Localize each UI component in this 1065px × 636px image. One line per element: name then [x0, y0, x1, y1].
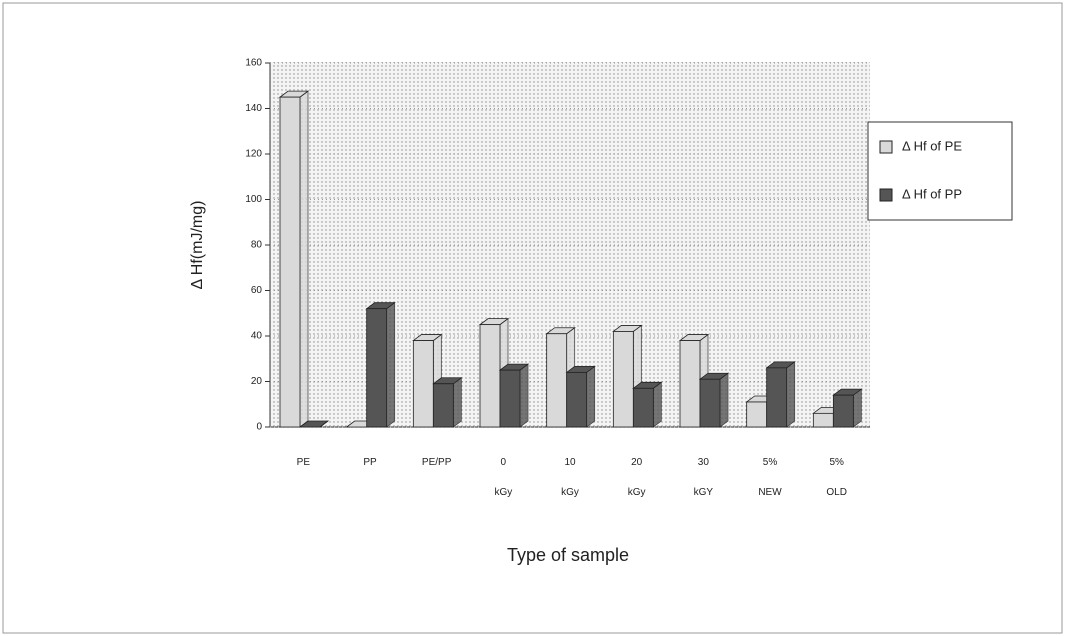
y-tick-label: 40 [251, 331, 263, 342]
bar [613, 331, 633, 427]
legend-swatch [880, 141, 892, 153]
y-tick-label: 20 [251, 376, 263, 387]
bar-side [853, 389, 861, 427]
bar [680, 341, 700, 427]
bar-side [720, 373, 728, 427]
y-tick-label: 0 [256, 422, 262, 433]
y-tick-label: 160 [245, 58, 262, 69]
bar [500, 370, 520, 427]
bar [813, 413, 833, 427]
legend-label: Δ Hf of PE [902, 138, 962, 153]
y-tick-label: 60 [251, 285, 263, 296]
bar [480, 325, 500, 427]
bar [833, 395, 853, 427]
x-tick-label: 5%OLD [826, 457, 847, 498]
bar [367, 309, 387, 427]
x-tick-label: PP [363, 457, 377, 468]
bar-side [520, 364, 528, 427]
bar-side [653, 382, 661, 427]
bar [547, 334, 567, 427]
bar [413, 341, 433, 427]
x-tick-label: 5%NEW [758, 457, 782, 498]
bar-side [453, 378, 461, 427]
y-tick-label: 140 [245, 103, 262, 114]
chart: Δ Hf(mJ/mg) Type of sample 0 20 40 60 80 100 1… [0, 0, 1065, 636]
bar [700, 379, 720, 427]
bar [567, 372, 587, 427]
legend-swatch [880, 189, 892, 201]
legend-label: Δ Hf of PP [902, 186, 962, 201]
legend-box [868, 122, 1012, 220]
bar [633, 388, 653, 427]
x-axis-label: Type of sample [507, 545, 629, 565]
bar-side [387, 303, 395, 427]
bar [433, 384, 453, 427]
y-tick-label: 80 [251, 240, 263, 251]
y-axis-label: Δ Hf(mJ/mg) [189, 201, 206, 290]
bar [747, 402, 767, 427]
y-tick-label: 100 [245, 194, 262, 205]
bar-side [587, 366, 595, 427]
bar-side [787, 362, 795, 427]
y-tick-label: 120 [245, 149, 262, 160]
x-tick-label: PE/PP [422, 457, 452, 468]
bar [280, 97, 300, 427]
bar-side [300, 91, 308, 427]
bar [767, 368, 787, 427]
x-tick-label: PE [297, 457, 311, 468]
